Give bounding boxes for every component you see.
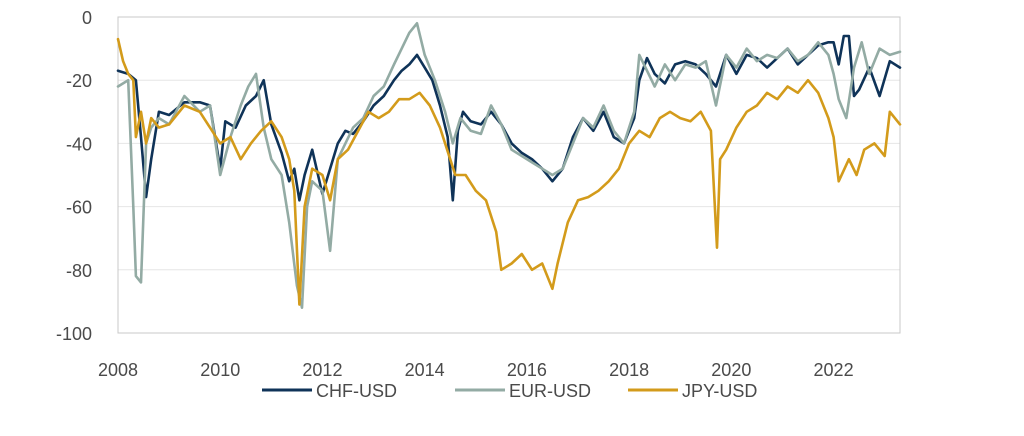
legend-label: EUR-USD	[509, 381, 591, 401]
legend-item-chf-usd: CHF-USD	[262, 381, 397, 401]
gridlines	[118, 79, 900, 271]
series-lines	[116, 21, 902, 310]
plot-area-frame	[117, 16, 901, 334]
x-tick-label: 2022	[814, 360, 854, 380]
x-tick-label: 2010	[200, 360, 240, 380]
y-tick-label: -20	[66, 71, 92, 91]
y-tick-label: -80	[66, 261, 92, 281]
x-tick-label: 2018	[609, 360, 649, 380]
legend-item-eur-usd: EUR-USD	[455, 381, 591, 401]
x-axis-ticks: 2008 2010 2012 2014 2016 2018 2020 2022	[98, 360, 854, 380]
y-tick-label: 0	[82, 8, 92, 28]
y-tick-label: -60	[66, 198, 92, 218]
x-tick-label: 2014	[405, 360, 445, 380]
series-line-eur-usd	[116, 21, 902, 310]
y-axis-ticks: 0 -20 -40 -60 -80 -100	[56, 8, 92, 344]
x-tick-label: 2020	[711, 360, 751, 380]
legend: CHF-USD EUR-USD JPY-USD	[262, 381, 757, 401]
legend-label: CHF-USD	[316, 381, 397, 401]
legend-label: JPY-USD	[682, 381, 757, 401]
series-line-jpy-usd	[116, 37, 902, 306]
y-tick-label: -40	[66, 134, 92, 154]
y-tick-label: -100	[56, 324, 92, 344]
legend-item-jpy-usd: JPY-USD	[628, 381, 757, 401]
x-tick-label: 2008	[98, 360, 138, 380]
x-tick-label: 2012	[302, 360, 342, 380]
x-tick-label: 2016	[507, 360, 547, 380]
